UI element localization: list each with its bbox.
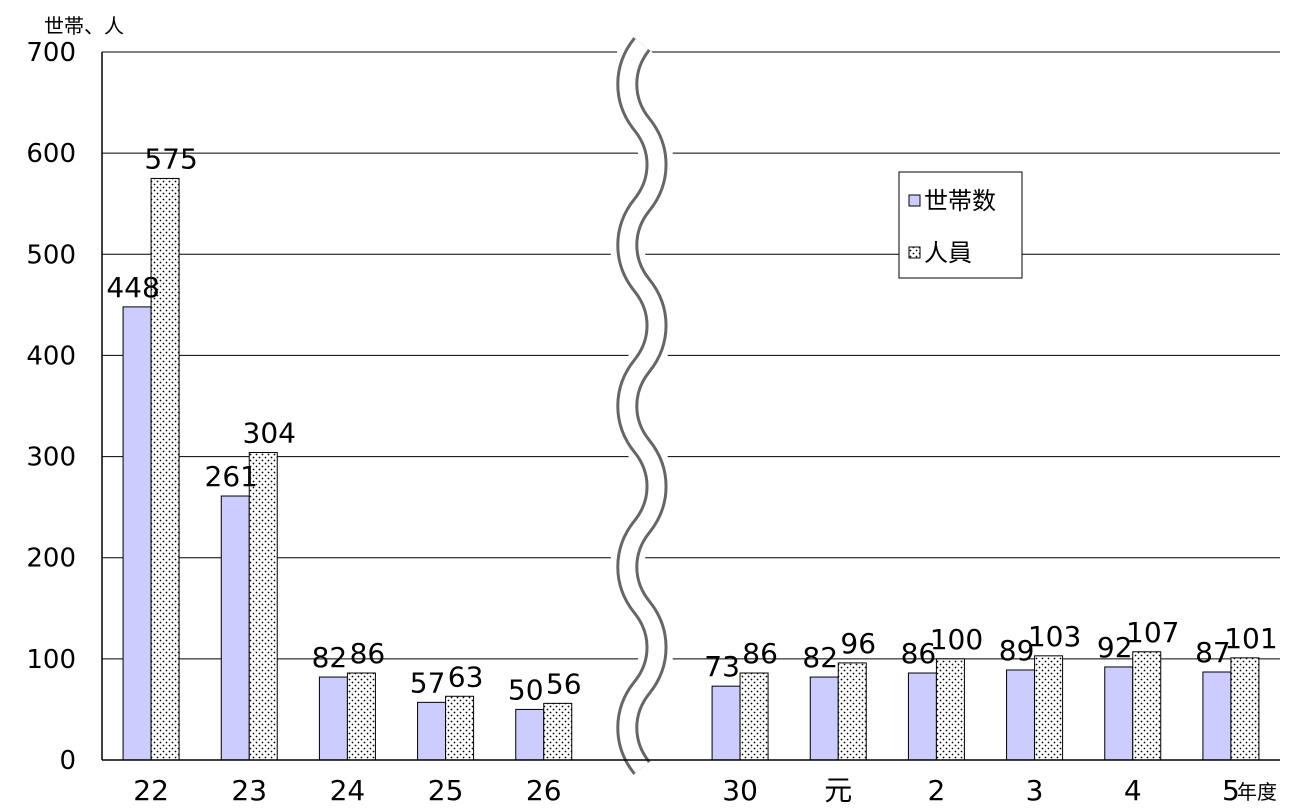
x-tick-label: 30	[722, 774, 758, 807]
y-tick-label: 300	[26, 443, 76, 473]
data-label-persons: 56	[546, 667, 582, 700]
y-tick-label: 0	[59, 746, 76, 776]
data-label-persons: 86	[742, 637, 778, 670]
y-tick-label: 400	[26, 341, 76, 371]
bar-households	[515, 708, 545, 761]
grid-lines	[102, 51, 1280, 660]
data-label-persons: 100	[930, 623, 983, 656]
bar-persons	[543, 702, 573, 761]
bar-households	[1006, 669, 1036, 761]
y-tick-label: 100	[26, 645, 76, 675]
x-tick-label: 23	[231, 774, 267, 807]
bar-households	[417, 701, 447, 761]
bar-persons	[1132, 651, 1162, 761]
data-label-persons: 107	[1126, 616, 1179, 649]
data-label-households: 92	[1097, 631, 1133, 664]
data-label-households: 82	[802, 641, 838, 674]
x-tick-label: 24	[330, 774, 366, 807]
legend-swatch-households	[908, 194, 921, 207]
y-tick-label: 600	[26, 139, 76, 169]
bar-persons	[1034, 655, 1064, 761]
data-label-households: 73	[704, 650, 740, 683]
data-label-households: 89	[999, 634, 1035, 667]
y-axis-unit-label: 世帯、人	[44, 14, 124, 38]
legend-swatch-persons	[908, 246, 921, 259]
x-tick-label: 4	[1124, 774, 1142, 807]
data-label-persons: 86	[350, 637, 386, 670]
bar-households	[1202, 671, 1232, 761]
x-tick-label: 元	[824, 774, 852, 807]
bar-households	[711, 685, 741, 761]
bar-persons	[150, 177, 180, 761]
bar-households	[809, 676, 839, 761]
bar-households	[1104, 666, 1134, 761]
bar-persons	[445, 695, 475, 761]
bars	[122, 177, 1260, 761]
data-label-persons: 101	[1224, 622, 1277, 655]
bar-households	[220, 495, 250, 761]
x-tick-label: 26	[526, 774, 562, 807]
data-label-persons: 575	[144, 142, 197, 175]
x-tick-label: 3	[1026, 774, 1044, 807]
bar-persons	[1230, 657, 1260, 761]
bar-persons	[248, 452, 278, 761]
axis-break-gap	[619, 38, 665, 774]
bar-persons	[739, 672, 769, 761]
y-tick-label: 500	[26, 240, 76, 270]
y-tick-label: 700	[26, 38, 76, 68]
data-label-persons: 63	[448, 660, 484, 693]
legend-box	[898, 171, 1023, 279]
data-label-persons: 304	[243, 417, 296, 450]
data-label-households: 57	[410, 666, 446, 699]
data-label-households: 82	[312, 641, 348, 674]
x-tick-label: 5	[1222, 774, 1240, 807]
data-label-households: 261	[205, 460, 258, 493]
bar-households	[122, 306, 152, 761]
data-label-households: 87	[1195, 636, 1231, 669]
legend-label-persons: 人員	[924, 239, 972, 267]
data-label-households: 448	[106, 271, 159, 304]
bar-households	[318, 676, 348, 761]
data-label-persons: 96	[840, 627, 876, 660]
legend-label-households: 世帯数	[924, 187, 996, 215]
bar-persons	[346, 672, 376, 761]
x-axis-unit-label: 年度	[1237, 780, 1277, 804]
bar-persons	[837, 662, 867, 761]
y-tick-label: 200	[26, 544, 76, 574]
bar-households	[907, 672, 937, 761]
x-tick-label: 25	[428, 774, 464, 807]
x-tick-label: 2	[928, 774, 946, 807]
data-label-households: 86	[901, 637, 937, 670]
data-label-households: 50	[508, 673, 544, 706]
axis-break	[610, 33, 674, 779]
x-tick-label: 22	[133, 774, 169, 807]
legend: 世帯数 人員	[898, 171, 1023, 279]
bar-persons	[935, 658, 965, 761]
data-label-persons: 103	[1028, 620, 1081, 653]
